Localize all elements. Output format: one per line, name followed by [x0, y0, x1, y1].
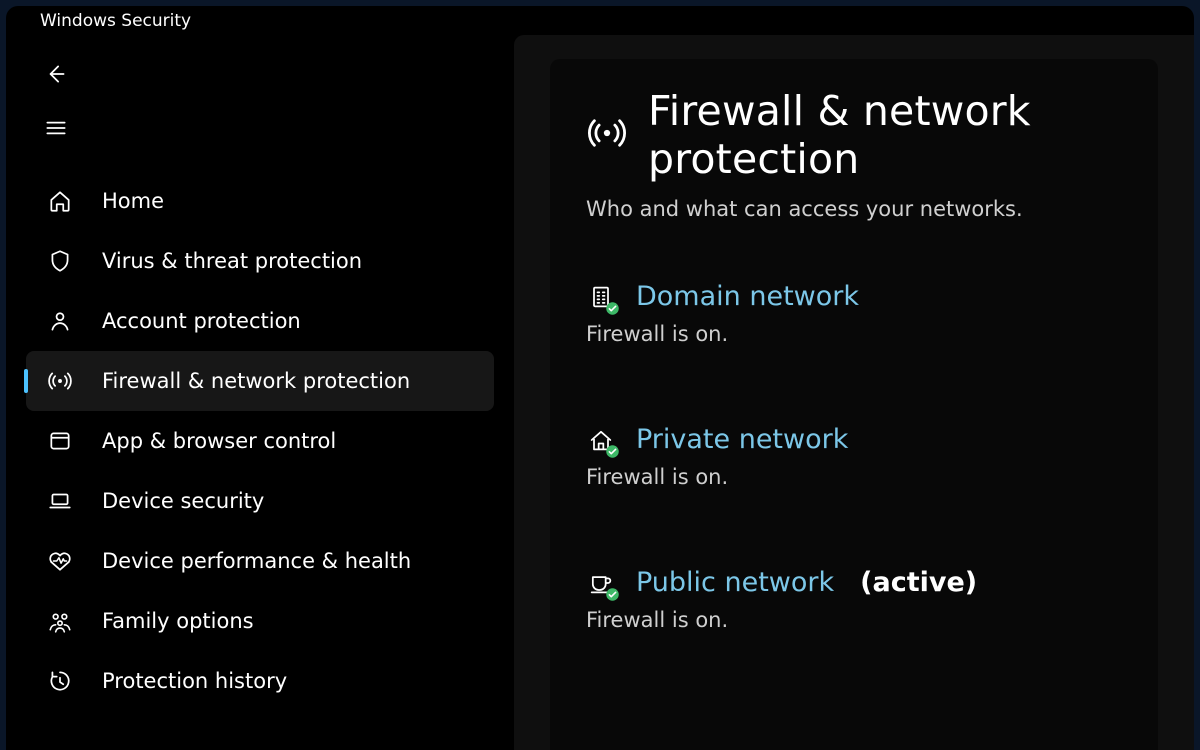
sidebar-item-label: Device performance & health: [102, 549, 411, 573]
network-status: Firewall is on.: [586, 465, 1122, 489]
check-badge-icon: [605, 587, 620, 602]
sidebar-item-virus[interactable]: Virus & threat protection: [26, 231, 494, 291]
sidebar-item-home[interactable]: Home: [26, 171, 494, 231]
sidebar-item-label: Account protection: [102, 309, 301, 333]
history-icon: [46, 668, 74, 694]
network-header: Public network (active): [586, 567, 1122, 598]
sidebar-item-family[interactable]: Family options: [26, 591, 494, 651]
network-item-public: Public network (active) Firewall is on.: [586, 567, 1122, 632]
antenna-icon: [586, 112, 628, 158]
antenna-icon: [46, 368, 74, 394]
sidebar-item-label: Home: [102, 189, 164, 213]
network-header: Private network: [586, 424, 1122, 455]
sidebar-item-firewall[interactable]: Firewall & network protection: [26, 351, 494, 411]
sidebar-item-device-performance[interactable]: Device performance & health: [26, 531, 494, 591]
back-icon: [43, 61, 69, 87]
house-icon: [586, 425, 616, 455]
sidebar-item-label: Device security: [102, 489, 264, 513]
windows-security-window: Windows Security Home Virus & threat pro…: [6, 6, 1194, 750]
check-badge-icon: [605, 444, 620, 459]
network-item-private: Private network Firewall is on.: [586, 424, 1122, 489]
page-subtitle: Who and what can access your networks.: [586, 197, 1122, 221]
home-icon: [46, 188, 74, 214]
cafe-icon: [586, 568, 616, 598]
sidebar-item-device-security[interactable]: Device security: [26, 471, 494, 531]
sidebar-item-app-browser[interactable]: App & browser control: [26, 411, 494, 471]
main-panel: Firewall & network protection Who and wh…: [550, 59, 1158, 750]
sidebar-item-label: App & browser control: [102, 429, 336, 453]
sidebar-item-label: Firewall & network protection: [102, 369, 410, 393]
shield-icon: [46, 248, 74, 274]
laptop-icon: [46, 488, 74, 514]
window-icon: [46, 428, 74, 454]
titlebar: Windows Security: [6, 6, 1194, 35]
building-icon: [586, 282, 616, 312]
sidebar-item-account[interactable]: Account protection: [26, 291, 494, 351]
page-header: Firewall & network protection: [586, 87, 1122, 183]
network-link-public[interactable]: Public network: [636, 567, 834, 598]
network-active-suffix: (active): [860, 567, 977, 598]
sidebar-item-label: Virus & threat protection: [102, 249, 362, 273]
network-item-domain: Domain network Firewall is on.: [586, 281, 1122, 346]
network-status: Firewall is on.: [586, 608, 1122, 632]
check-badge-icon: [605, 301, 620, 316]
person-icon: [46, 308, 74, 334]
back-button[interactable]: [32, 53, 80, 95]
sidebar-item-history[interactable]: Protection history: [26, 651, 494, 711]
network-status: Firewall is on.: [586, 322, 1122, 346]
sidebar: Home Virus & threat protection Account p…: [6, 35, 514, 750]
body: Home Virus & threat protection Account p…: [6, 35, 1194, 750]
heart-pulse-icon: [46, 548, 74, 574]
content: Firewall & network protection Who and wh…: [514, 35, 1194, 750]
network-link-private[interactable]: Private network: [636, 424, 848, 455]
sidebar-item-label: Family options: [102, 609, 254, 633]
sidebar-item-label: Protection history: [102, 669, 287, 693]
network-header: Domain network: [586, 281, 1122, 312]
network-link-domain[interactable]: Domain network: [636, 281, 859, 312]
hamburger-button[interactable]: [32, 107, 80, 149]
menu-icon: [43, 115, 69, 141]
app-title: Windows Security: [40, 11, 191, 31]
family-icon: [46, 608, 74, 634]
nav: Home Virus & threat protection Account p…: [6, 171, 514, 711]
page-title: Firewall & network protection: [648, 87, 1122, 183]
